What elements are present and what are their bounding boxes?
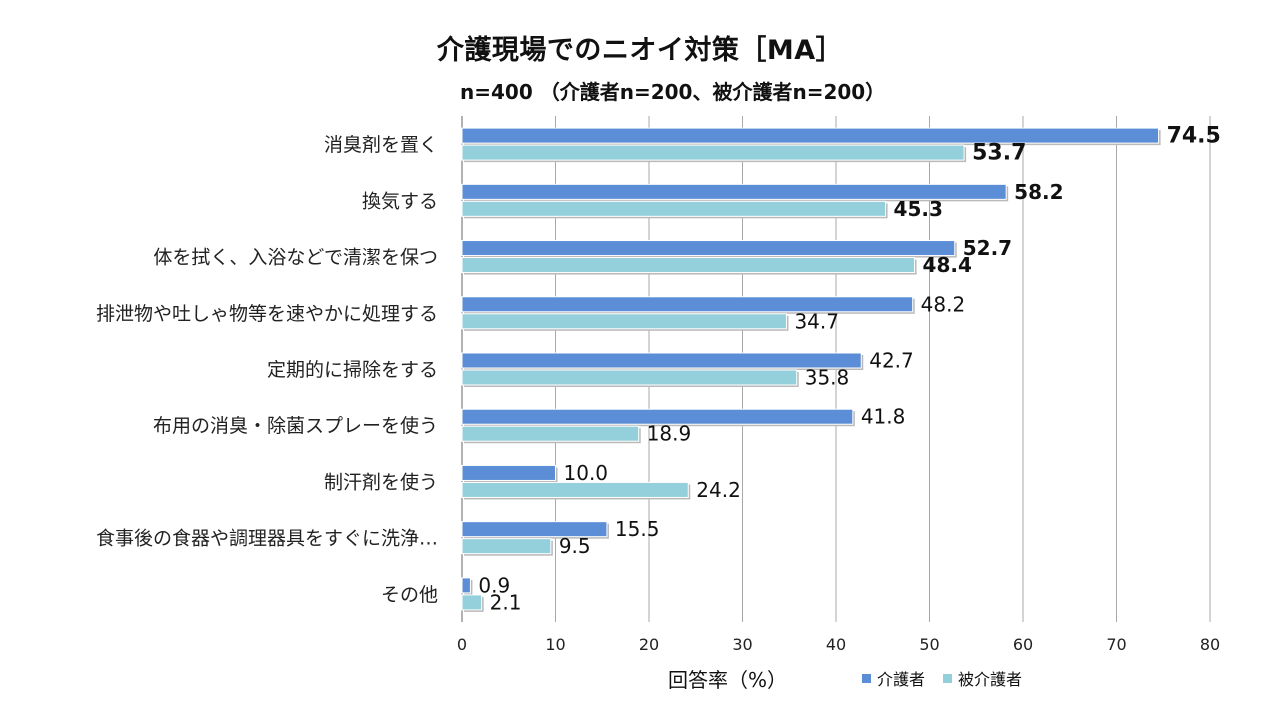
- category-label: 体を拭く、入浴などで清潔を保つ: [153, 247, 438, 269]
- data-label-care-recipient: 9.5: [559, 534, 591, 558]
- bar-caregiver: [461, 577, 471, 594]
- x-tick-label: 70: [1106, 635, 1126, 654]
- category-label: 換気する: [362, 190, 438, 212]
- legend-swatch-care-recipient: [943, 673, 953, 683]
- bar-care-recipient: [461, 144, 965, 161]
- category-label: 布用の消臭・除菌スプレーを使う: [153, 415, 438, 437]
- bar-care-recipient: [461, 313, 787, 330]
- x-tick-label: 10: [545, 635, 565, 654]
- category-labels: 消臭剤を置く換気する体を拭く、入浴などで清潔を保つ排泄物や吐しゃ物等を速やかに処…: [96, 134, 438, 606]
- x-tick-label: 30: [732, 635, 752, 654]
- category-label: 制汗剤を使う: [324, 471, 438, 493]
- legend-swatch-caregiver: [862, 673, 871, 683]
- bar-caregiver: [461, 408, 854, 425]
- data-label-caregiver: 15.5: [615, 517, 660, 541]
- x-tick-label: 40: [826, 635, 846, 654]
- data-label-caregiver: 58.2: [1014, 180, 1063, 204]
- bar-care-recipient: [461, 369, 798, 386]
- bar-care-recipient: [461, 200, 887, 217]
- x-tick-label: 80: [1200, 635, 1220, 654]
- data-label-care-recipient: 45.3: [894, 197, 943, 221]
- data-label-care-recipient: 53.7: [972, 141, 1026, 166]
- category-label: 消臭剤を置く: [324, 134, 438, 156]
- chart-title: 介護現場でのニオイ対策［MA］: [436, 35, 844, 66]
- x-tick-label: 60: [1013, 635, 1033, 654]
- data-label-care-recipient: 18.9: [647, 422, 692, 446]
- data-label-care-recipient: 2.1: [490, 590, 522, 614]
- category-label: 食事後の食器や調理器具をすぐに洗浄…: [96, 528, 438, 550]
- legend: 介護者 被介護者: [862, 666, 1022, 690]
- x-tick-label: 0: [457, 635, 467, 654]
- legend-item-care-recipient: 被介護者: [943, 666, 1022, 690]
- bar-care-recipient: [461, 481, 689, 498]
- legend-item-caregiver: 介護者: [862, 666, 925, 690]
- bars: [461, 127, 1161, 612]
- data-labels: 74.5 53.7 58.2 45.3 52.748.4 48.2 34.7 42.7 35.8…: [478, 124, 1220, 615]
- x-tick-label: 50: [919, 635, 939, 654]
- category-label: 排泄物や吐しゃ物等を速やかに処理する: [96, 303, 438, 325]
- data-label-caregiver: 74.5: [1167, 124, 1221, 149]
- data-label-caregiver: 42.7: [869, 349, 914, 373]
- x-tick-labels: 0 10 20 30 40 50 60 70 80: [457, 635, 1220, 654]
- x-tick-label: 20: [639, 635, 659, 654]
- data-label-care-recipient: 24.2: [696, 478, 741, 502]
- bar-caregiver: [461, 296, 914, 313]
- bar-caregiver: [461, 240, 956, 257]
- data-label-caregiver: 48.2: [921, 292, 966, 316]
- legend-label-caregiver: 介護者: [877, 670, 926, 689]
- bar-care-recipient: [461, 257, 916, 274]
- category-label: 定期的に掃除をする: [267, 359, 438, 381]
- bar-caregiver: [461, 521, 608, 538]
- bar-care-recipient: [461, 425, 640, 442]
- data-label-caregiver: 0.9: [478, 573, 510, 597]
- bar-care-recipient: [461, 594, 483, 611]
- x-axis-label: 回答率（%）: [668, 668, 788, 692]
- bar-caregiver: [461, 127, 1160, 144]
- chart-subtitle: n=400 （介護者n=200、被介護者n=200）: [460, 80, 886, 104]
- data-label-care-recipient: 48.4: [923, 253, 972, 277]
- bar-caregiver: [461, 183, 1007, 200]
- bar-caregiver: [461, 352, 862, 369]
- data-label-caregiver: 41.8: [861, 405, 906, 429]
- data-label-caregiver: 52.7: [963, 236, 1012, 260]
- category-label: その他: [381, 584, 438, 606]
- data-label-care-recipient: 34.7: [794, 309, 839, 333]
- data-label-caregiver: 10.0: [564, 461, 609, 485]
- bar-caregiver: [461, 464, 556, 481]
- bar-care-recipient: [461, 538, 552, 555]
- legend-label-care-recipient: 被介護者: [958, 670, 1023, 689]
- data-label-care-recipient: 35.8: [805, 366, 850, 390]
